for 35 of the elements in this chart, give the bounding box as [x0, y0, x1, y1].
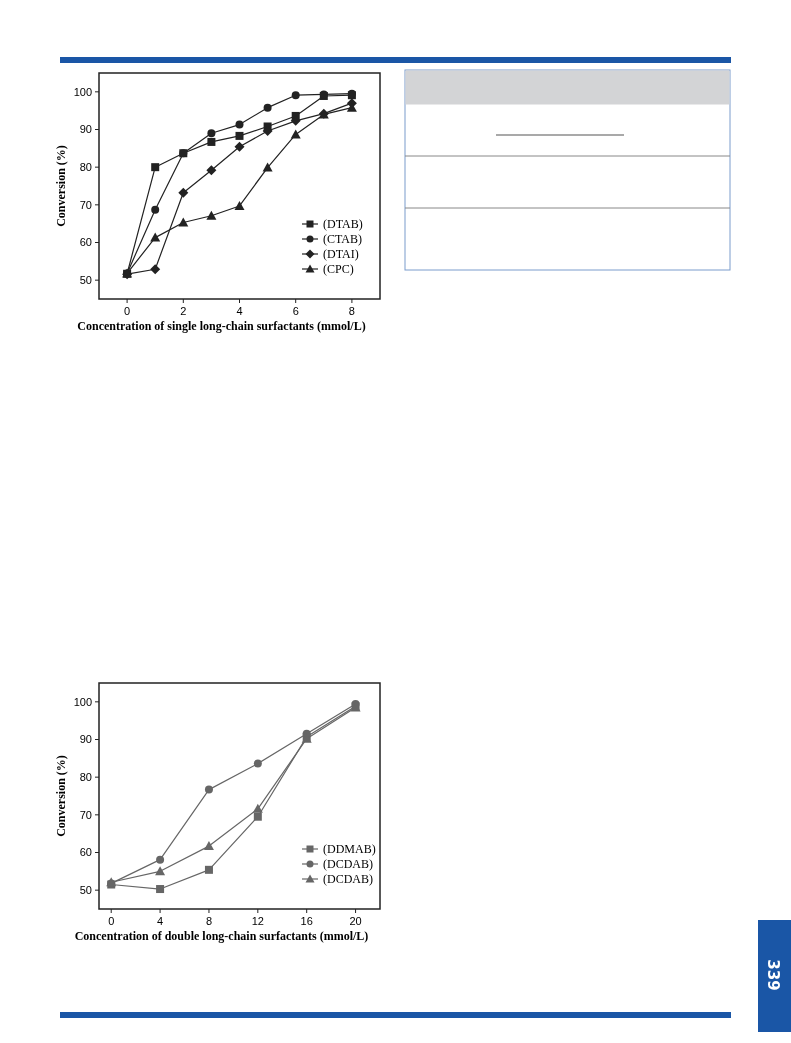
y-tick-label: 100	[73, 85, 92, 98]
y-tick-label: 90	[79, 733, 92, 746]
y-tick-label: 50	[79, 274, 92, 287]
x-tick-label: 8	[205, 915, 213, 927]
legend-label: (DTAB)	[323, 217, 363, 232]
y-tick-label: 100	[73, 695, 92, 708]
x-tick-label: 12	[251, 915, 264, 927]
y-tick-label: 70	[79, 198, 92, 211]
legend-label: (DTAI)	[323, 247, 359, 262]
y-tick-label: 80	[79, 771, 92, 784]
text: 339	[764, 959, 782, 991]
y-tick-label: 70	[79, 808, 92, 821]
y-tick-label: 60	[79, 846, 92, 859]
y-tick-label: 80	[79, 161, 92, 174]
y-axis-title: Conversion (%)	[54, 755, 68, 837]
x-tick-label: 4	[236, 305, 243, 317]
x-tick-label: 16	[300, 915, 313, 927]
legend-label: (CTAB)	[323, 232, 363, 247]
y-tick-label: 90	[79, 123, 92, 136]
x-tick-label: 2	[180, 305, 187, 317]
y-tick-label: 60	[79, 236, 92, 249]
x-tick-label: 6	[292, 305, 299, 317]
x-tick-label: 20	[349, 915, 362, 927]
y-axis-title: Conversion (%)	[54, 145, 68, 227]
legend-label: (DDMAB)	[323, 842, 376, 857]
x-tick-label: 0	[108, 915, 115, 927]
legend-label: (DCDAB)	[323, 857, 373, 872]
x-tick-label: 0	[124, 305, 131, 317]
y-tick-label: 50	[79, 884, 92, 897]
x-tick-label: 8	[348, 305, 355, 317]
x-axis-title: Concentration of double long-chain surfactants (mmol/L)	[74, 929, 369, 943]
legend-label: (CPC)	[323, 262, 354, 277]
legend-label: (DCDAB)	[323, 872, 373, 887]
x-tick-label: 4	[157, 915, 164, 927]
x-axis-title: Concentration of single long-chain surfactants (mmol/L)	[77, 319, 366, 333]
